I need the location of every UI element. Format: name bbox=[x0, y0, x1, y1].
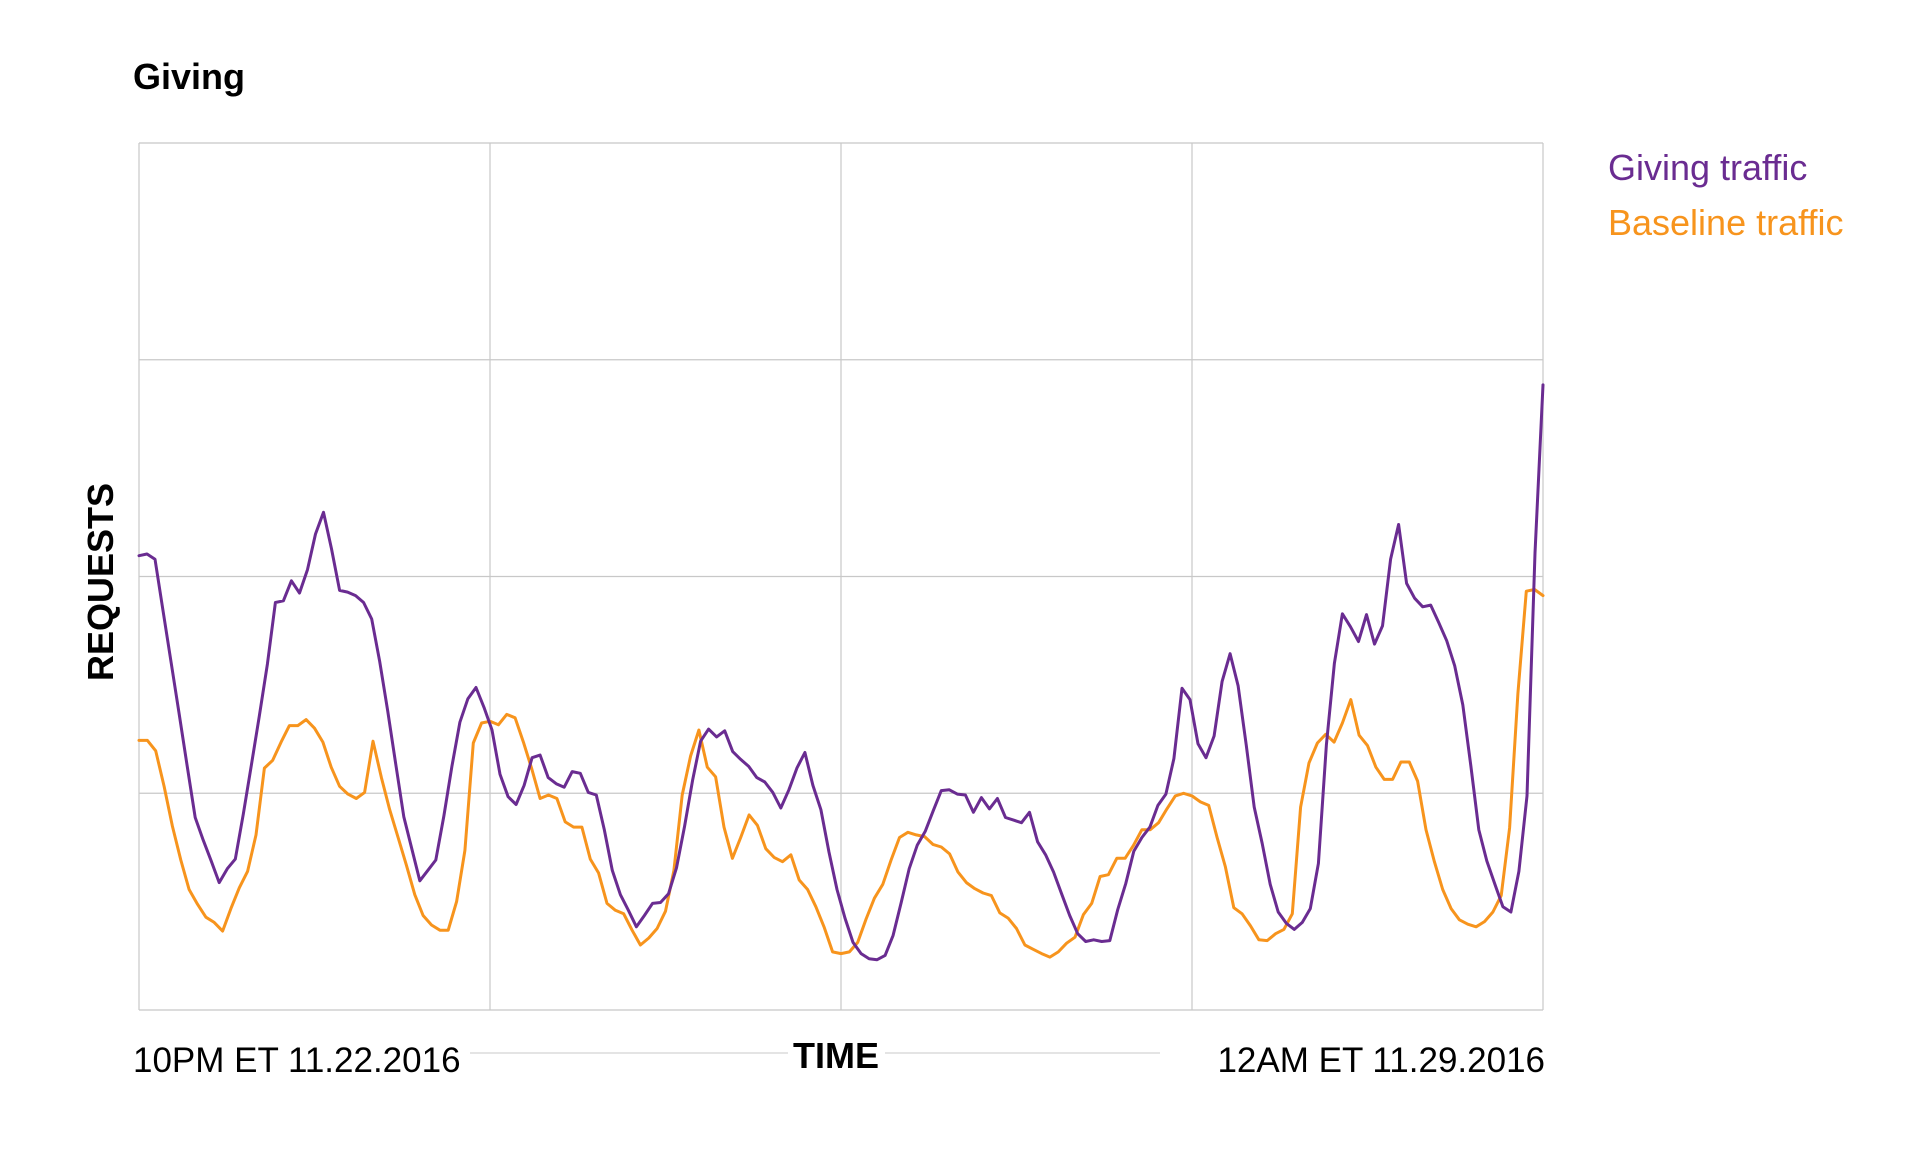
chart-title: Giving bbox=[133, 56, 246, 97]
x-tick-label-start: 10PM ET 11.22.2016 bbox=[133, 1041, 461, 1080]
giving-traffic-line bbox=[137, 383, 1545, 962]
x-axis-label: TIME bbox=[793, 1035, 879, 1076]
legend-entry-giving: Giving traffic bbox=[1608, 147, 1807, 188]
grid bbox=[138, 142, 1544, 1011]
x-tick-label-end: 12AM ET 11.29.2016 bbox=[1217, 1041, 1545, 1080]
series-layer bbox=[137, 383, 1545, 962]
legend-entry-baseline: Baseline traffic bbox=[1608, 202, 1843, 243]
baseline-traffic-line bbox=[137, 588, 1545, 959]
y-axis-label: REQUESTS bbox=[80, 483, 121, 681]
